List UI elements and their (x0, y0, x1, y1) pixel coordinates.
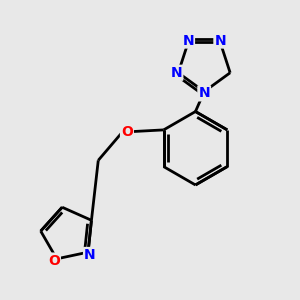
Text: N: N (182, 34, 194, 47)
Text: N: N (171, 66, 182, 80)
Text: O: O (121, 124, 133, 139)
Text: N: N (214, 34, 226, 47)
Text: N: N (84, 248, 96, 262)
Text: N: N (198, 86, 210, 100)
Text: O: O (48, 254, 60, 268)
